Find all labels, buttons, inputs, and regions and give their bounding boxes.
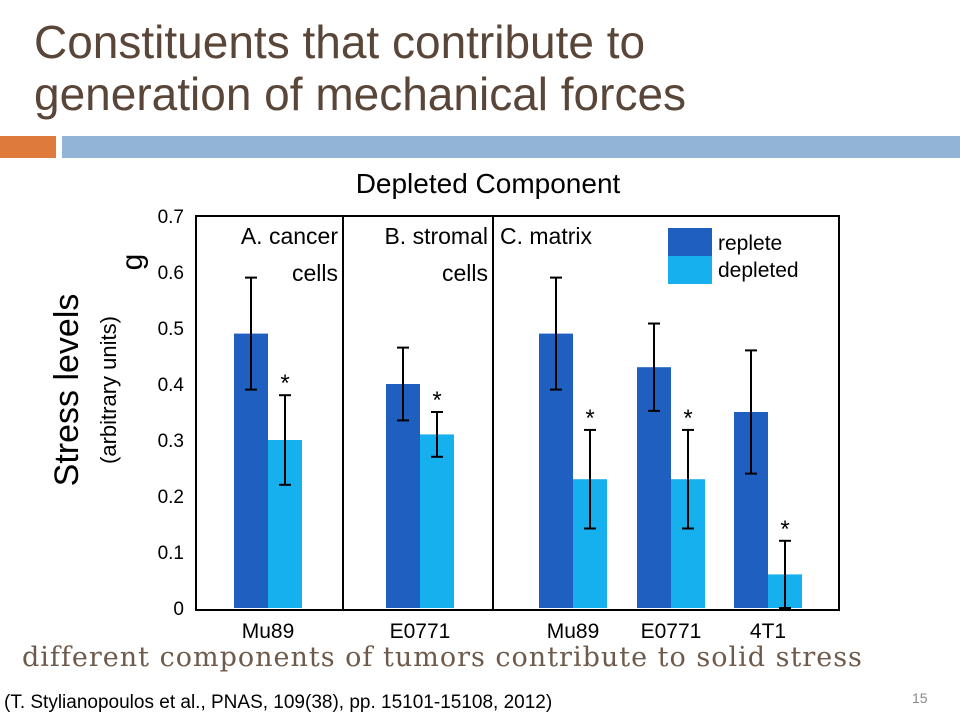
y-axis-stray-glyph: g — [116, 254, 149, 271]
panel-labels: A. cancer cells B. stromal cells C. matr… — [241, 223, 593, 286]
error-bar-depleted-4 — [779, 539, 791, 609]
error-bar-replete-2 — [550, 276, 562, 391]
title-line-1: Constituents that contribute to — [34, 16, 646, 68]
significance-marker: * — [432, 387, 441, 414]
significance-marker: * — [683, 405, 692, 432]
error-bar-depleted-3 — [682, 428, 694, 530]
error-bar-depleted-1 — [431, 411, 443, 458]
error-bar-replete-0 — [245, 276, 257, 391]
bars: * * * * * — [234, 276, 802, 609]
error-bar-replete-4 — [745, 349, 757, 475]
legend-label-depleted: depleted — [718, 259, 799, 282]
error-bar-replete-3 — [648, 322, 660, 412]
significance-marker: * — [585, 405, 594, 432]
x-tick-label: E0771 — [641, 620, 702, 643]
page-number: 15 — [912, 690, 928, 706]
legend-label-replete: replete — [718, 232, 782, 255]
y-tick-label: 0.6 — [158, 263, 184, 284]
y-axis-ticks: 0 0.1 0.2 0.3 0.4 0.5 0.6 0.7 — [158, 207, 185, 620]
slide-title: Constituents that contribute to generati… — [34, 16, 934, 120]
y-tick-label: 0.4 — [158, 375, 185, 396]
x-tick-label: E0771 — [390, 620, 451, 643]
legend-swatch-depleted — [668, 256, 712, 284]
stress-bar-chart: Depleted Component Stress levels (arbitr… — [48, 168, 840, 643]
y-axis-label: Stress levels (arbitrary units) g — [48, 254, 149, 487]
accent-bar-blue — [62, 136, 960, 158]
citation: (T. Stylianopoulos et al., PNAS, 109(38)… — [4, 692, 553, 713]
panel-label-b-line1: B. stromal — [384, 223, 488, 249]
panel-label-c: C. matrix — [500, 223, 593, 249]
error-bar-depleted-2 — [584, 428, 596, 530]
y-tick-label: 0.1 — [158, 543, 184, 564]
footer-caption: different components of tumors contribut… — [22, 642, 863, 673]
panel-label-b-line2: cells — [442, 260, 488, 286]
chart-title: Depleted Component — [356, 168, 621, 199]
y-axis-title: Stress levels — [48, 294, 86, 487]
y-axis-subtitle: (arbitrary units) — [96, 316, 121, 464]
bar-depleted-1 — [420, 434, 454, 608]
legend: replete depleted — [668, 228, 799, 284]
error-bar-replete-1 — [397, 346, 409, 422]
x-tick-label: Mu89 — [242, 620, 295, 643]
x-tick-label: Mu89 — [547, 620, 600, 643]
x-axis-labels: Mu89 E0771 Mu89 E0771 4T1 — [242, 620, 786, 643]
accent-bar-orange — [0, 136, 56, 158]
y-tick-label: 0.3 — [158, 431, 184, 452]
error-bar-depleted-0 — [279, 394, 291, 486]
plot-frame — [195, 215, 840, 611]
panel-label-a-line2: cells — [292, 260, 338, 286]
y-tick-label: 0 — [173, 599, 184, 620]
y-tick-label: 0.2 — [158, 487, 184, 508]
panel-label-a-line1: A. cancer — [241, 223, 338, 249]
x-tick-label: 4T1 — [750, 620, 786, 643]
title-line-2: generation of mechanical forces — [34, 68, 687, 120]
y-tick-label: 0.5 — [158, 319, 184, 340]
significance-marker: * — [780, 516, 789, 543]
legend-swatch-replete — [668, 228, 712, 256]
y-tick-label: 0.7 — [158, 207, 184, 228]
significance-marker: * — [280, 370, 289, 397]
